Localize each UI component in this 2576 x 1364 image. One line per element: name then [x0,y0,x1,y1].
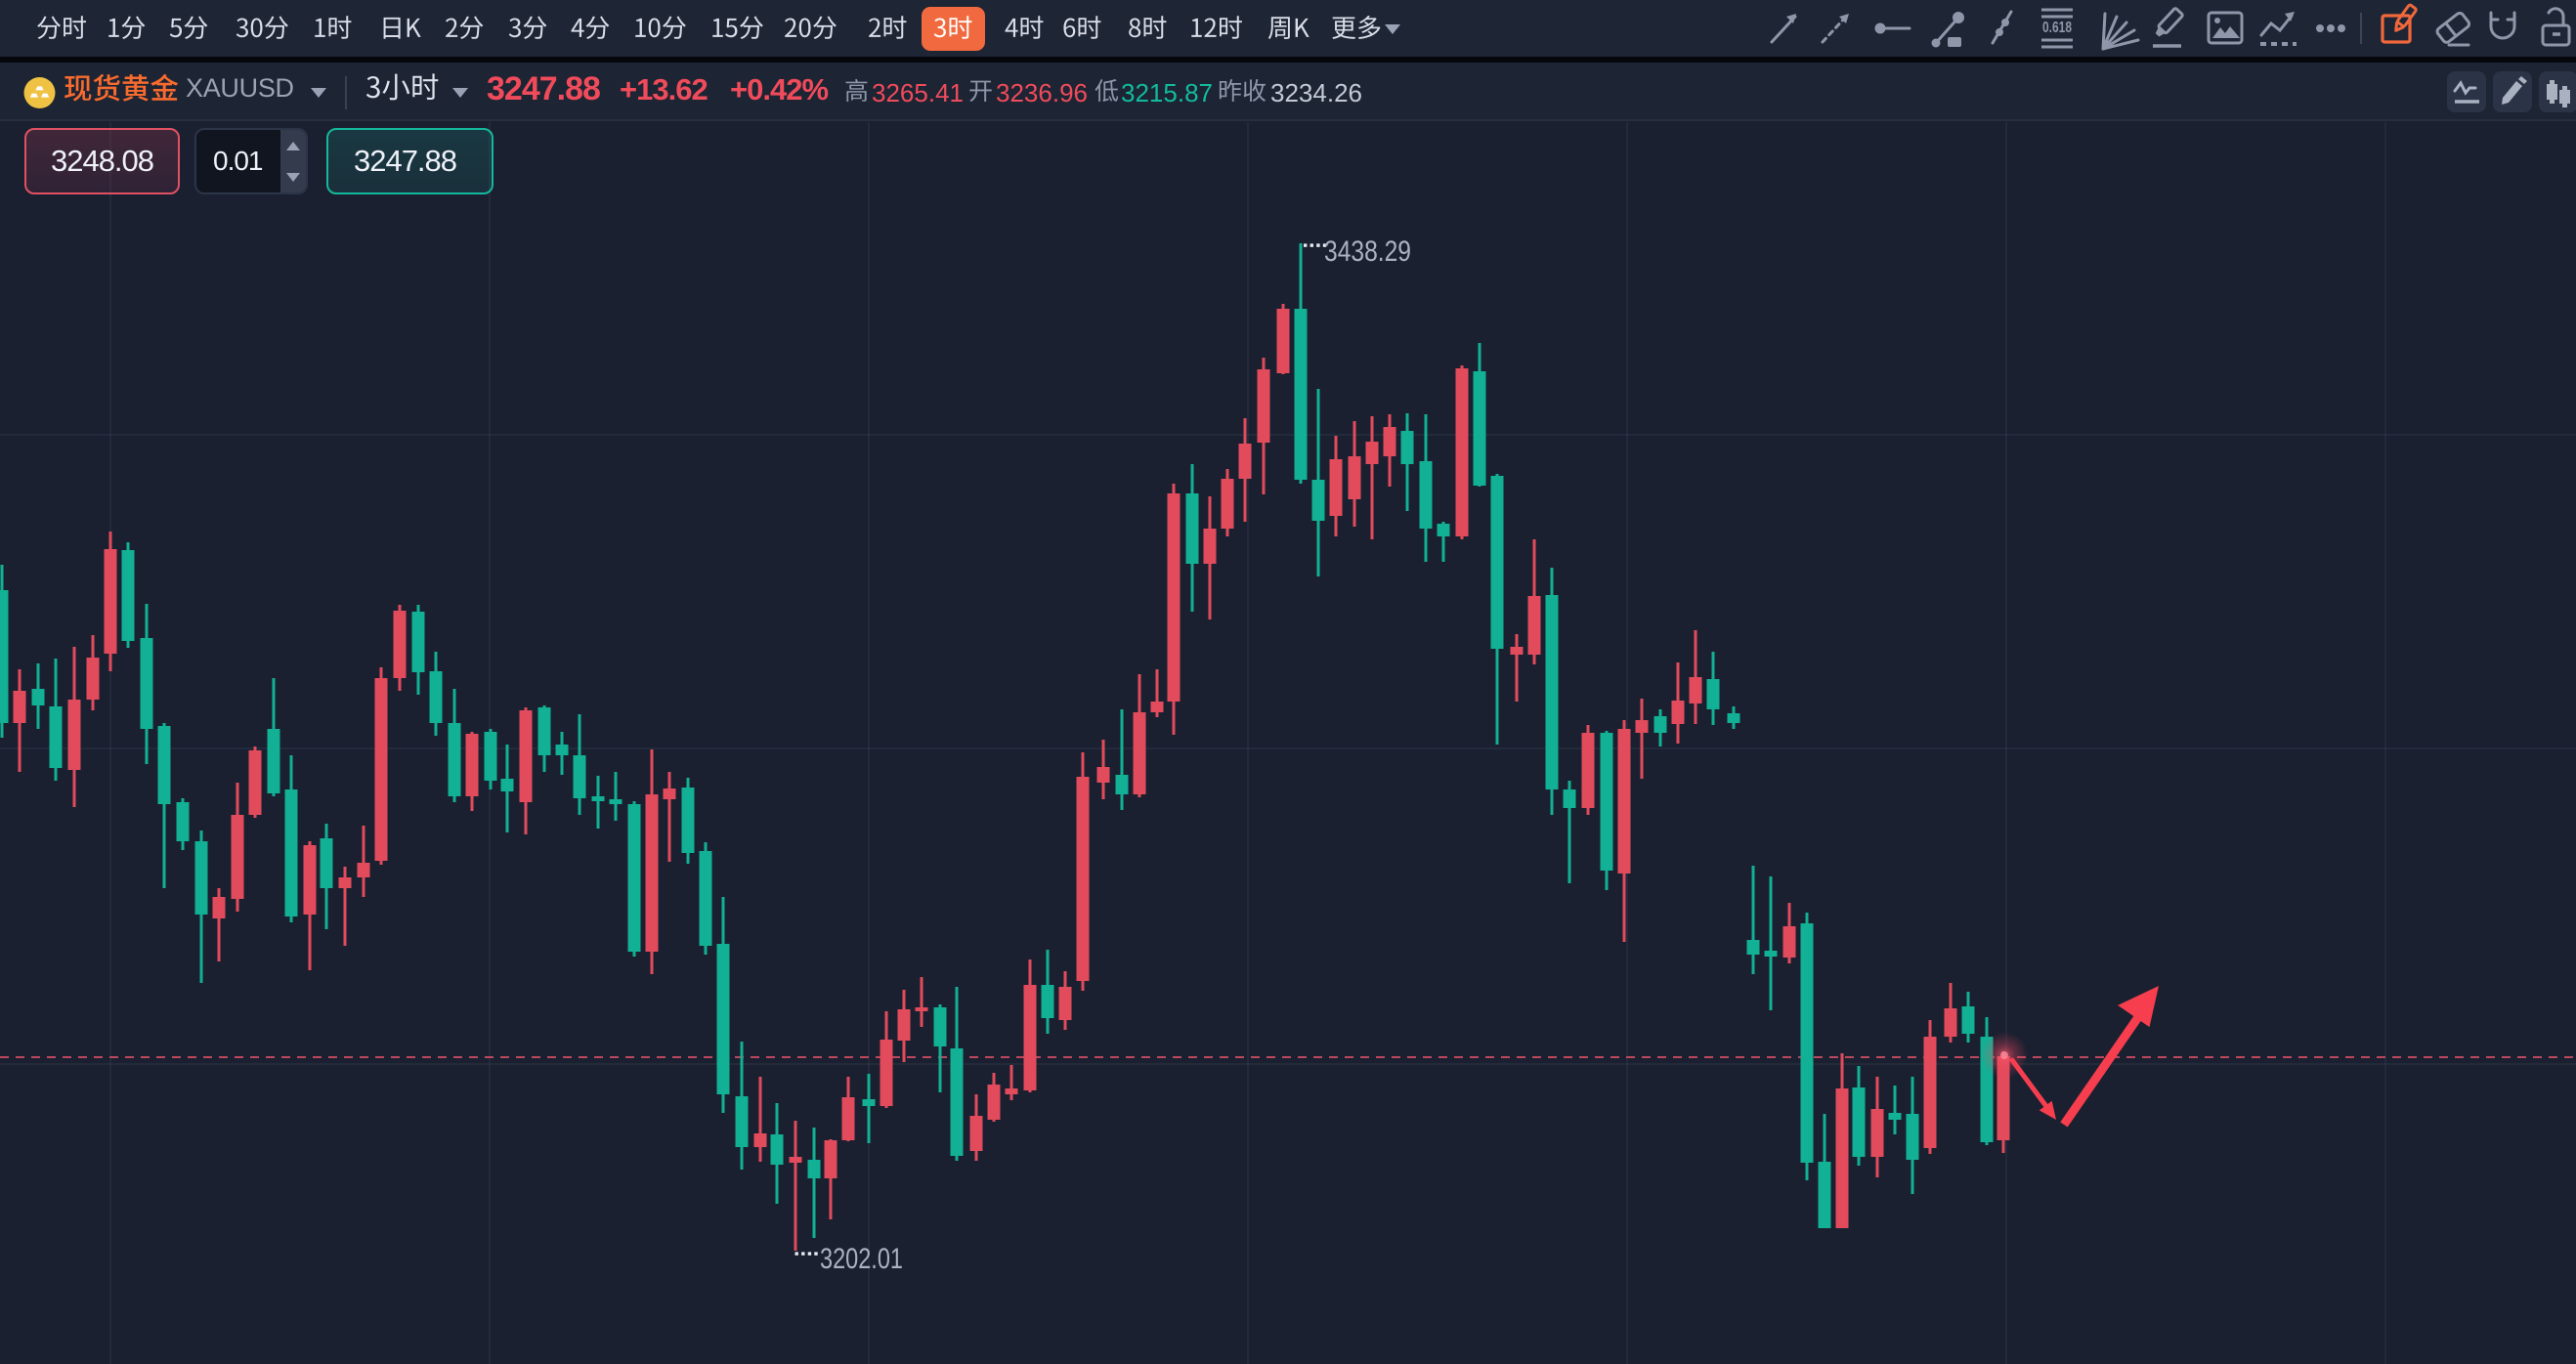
svg-text:3202.01: 3202.01 [820,1243,903,1275]
svg-text:3438.29: 3438.29 [1324,235,1411,268]
svg-text:0.618: 0.618 [2042,20,2072,36]
